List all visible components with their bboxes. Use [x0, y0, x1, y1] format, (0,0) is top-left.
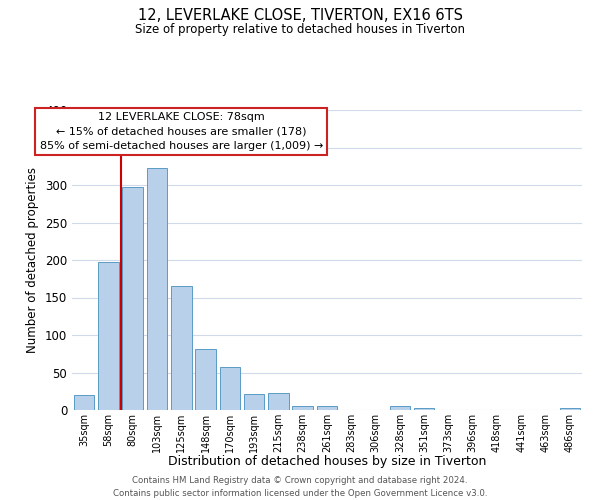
- Bar: [122, 186, 143, 410]
- Bar: [317, 406, 337, 410]
- Text: Distribution of detached houses by size in Tiverton: Distribution of detached houses by size …: [168, 454, 486, 468]
- Bar: [195, 348, 216, 410]
- Text: Size of property relative to detached houses in Tiverton: Size of property relative to detached ho…: [135, 22, 465, 36]
- Text: 12, LEVERLAKE CLOSE, TIVERTON, EX16 6TS: 12, LEVERLAKE CLOSE, TIVERTON, EX16 6TS: [137, 8, 463, 22]
- Bar: [268, 393, 289, 410]
- Bar: [244, 394, 265, 410]
- Bar: [560, 408, 580, 410]
- Bar: [389, 406, 410, 410]
- Bar: [171, 286, 191, 410]
- Text: Contains HM Land Registry data © Crown copyright and database right 2024.
Contai: Contains HM Land Registry data © Crown c…: [113, 476, 487, 498]
- Bar: [74, 395, 94, 410]
- Bar: [146, 168, 167, 410]
- Bar: [292, 406, 313, 410]
- Bar: [414, 408, 434, 410]
- Text: 12 LEVERLAKE CLOSE: 78sqm
← 15% of detached houses are smaller (178)
85% of semi: 12 LEVERLAKE CLOSE: 78sqm ← 15% of detac…: [40, 112, 323, 151]
- Bar: [98, 262, 119, 410]
- Bar: [220, 367, 240, 410]
- Y-axis label: Number of detached properties: Number of detached properties: [26, 167, 40, 353]
